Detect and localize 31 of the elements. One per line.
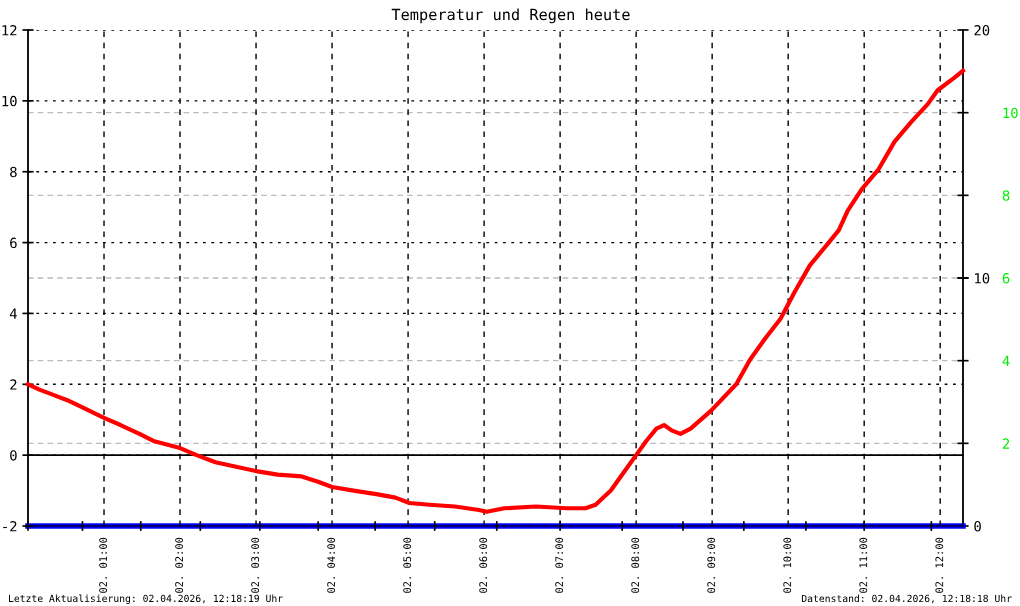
x-tick-label: 02. 04:00 (327, 537, 336, 593)
text: Letzte Aktualisierung: 02.04.2026, 12:18:19 Uhr (9, 594, 283, 604)
x-tick-label: 02. 05:00 (403, 537, 412, 593)
x-tick-label: 02. 08:00 (631, 537, 640, 593)
x-tick-label: 02. 12:00 (935, 537, 944, 593)
x-tick-label: 02. 07:00 (555, 537, 564, 593)
y3-tick-label: 8 (1002, 190, 1010, 201)
y-tick-label: 0 (10, 450, 17, 461)
y2-tick-label: 20 (974, 25, 990, 36)
y-tick-label: 12 (2, 25, 17, 36)
x-tick-label: 02. 11:00 (859, 537, 868, 593)
y3-tick-label: 6 (1002, 273, 1010, 284)
x-tick-label: 02. 01:00 (99, 537, 108, 593)
y-tick-label: 2 (10, 379, 17, 390)
text: Datenstand: 02.04.2026, 12:18:18 Uhr (801, 594, 1012, 604)
x-tick-label: 02. 02:00 (175, 537, 184, 593)
y-tick-label: -2 (3, 521, 17, 532)
y2-tick-label: 0 (974, 521, 981, 532)
y-tick-label: 6 (10, 237, 17, 249)
y3-tick-label: 10 (1003, 107, 1018, 119)
x-tick-label: 02. 09:00 (707, 537, 716, 593)
y-tick-label: 4 (9, 308, 17, 319)
chart-title: Temperatur und Regen heute (391, 8, 630, 24)
y3-tick-label: 4 (1002, 355, 1010, 366)
y2-tick-label: 10 (975, 273, 990, 284)
y-tick-label: 10 (2, 95, 17, 107)
x-tick-label: 02. 10:00 (783, 537, 792, 593)
y-tick-label: 8 (10, 166, 17, 178)
x-tick-label: 02. 03:00 (251, 537, 260, 593)
y3-tick-label: 2 (1002, 438, 1010, 449)
x-tick-label: 02. 06:00 (479, 537, 488, 593)
